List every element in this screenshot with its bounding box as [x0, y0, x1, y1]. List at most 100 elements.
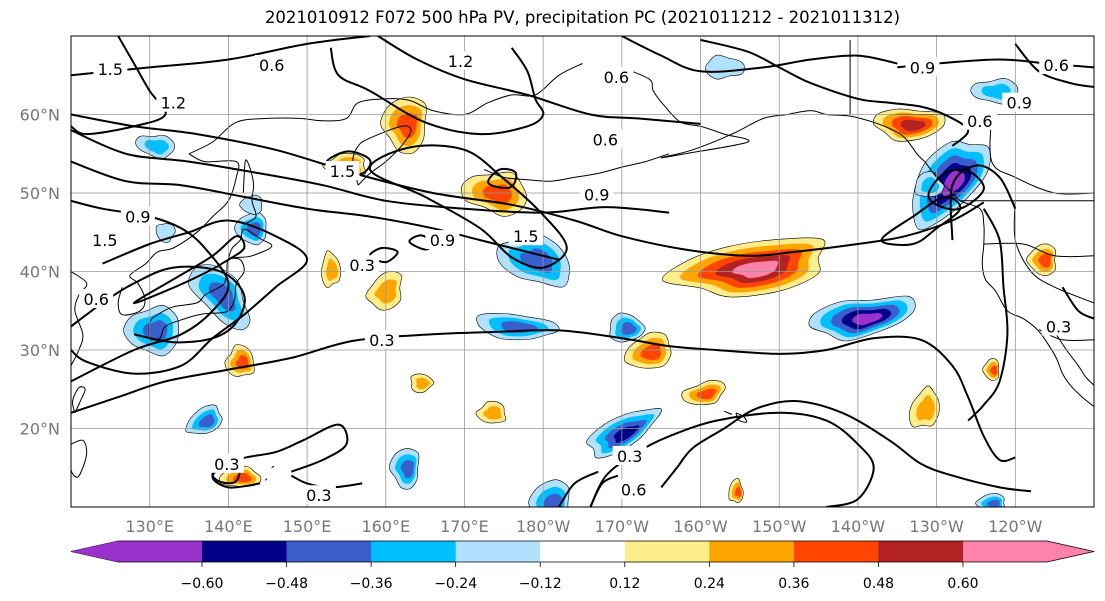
- pv-contour-line: [329, 47, 545, 136]
- precip-region: [483, 406, 502, 420]
- contour-label-background: [508, 226, 543, 246]
- contour-label: 0.6: [1044, 56, 1069, 75]
- contour-label: 0.9: [430, 231, 455, 250]
- contour-label-background: [87, 230, 122, 250]
- coastline-segment: [621, 66, 926, 162]
- contour-label: 0.6: [259, 56, 284, 75]
- pv-contour-line: [377, 36, 701, 125]
- contour-label: 0.6: [621, 481, 646, 500]
- colorbar-tick-label: 0.36: [778, 576, 809, 592]
- longitude-label: 160°E: [361, 517, 410, 536]
- contour-label-background: [425, 230, 460, 250]
- colorbar-max-extension: [1047, 541, 1094, 562]
- precip-region: [416, 377, 431, 390]
- contour-label: 1.5: [330, 162, 355, 181]
- precip-region: [326, 258, 338, 282]
- longitude-label: 140°E: [204, 517, 253, 536]
- precip-region: [198, 414, 215, 428]
- precip-region: [705, 54, 746, 80]
- pv-contour-line: [71, 160, 560, 261]
- colorbar-segment: [118, 541, 202, 562]
- contour-label-background: [443, 51, 478, 71]
- pv-contour-line: [558, 470, 599, 507]
- coastline-segment: [71, 271, 88, 367]
- pv-contour-line: [880, 195, 962, 246]
- colorbar-tick-label: 0.60: [947, 576, 978, 592]
- coastline-segment: [264, 478, 268, 481]
- contour-label-background: [254, 55, 289, 75]
- precip-region: [735, 486, 742, 498]
- contour-label: 0.6: [967, 112, 992, 131]
- contour-label-background: [616, 479, 651, 499]
- longitude-label: 150°E: [283, 517, 332, 536]
- precip-region: [400, 460, 414, 479]
- contour-label-background: [345, 255, 380, 275]
- contour-label-background: [579, 184, 614, 204]
- coastline-segment: [117, 153, 240, 316]
- longitude-label: 160°W: [673, 517, 728, 536]
- latitude-label: 60°N: [20, 106, 60, 125]
- pv-contour-line: [589, 474, 619, 507]
- coastline-segment: [242, 159, 257, 225]
- precip-region: [482, 184, 512, 205]
- contour-label: 1.5: [92, 231, 117, 250]
- contour-label: 0.6: [83, 290, 108, 309]
- precip-region: [620, 322, 637, 335]
- colorbar-tick-label: −0.24: [434, 576, 477, 592]
- pv-contour-line: [71, 129, 670, 214]
- coastline-segment: [989, 114, 1094, 195]
- colorbar-segment: [878, 541, 964, 562]
- map-area: 1.5 0.6 1.2 0.6 0.9 0.6 1.2 0.9 0.6 0.6 1.5 0.9 0.9 1…: [71, 36, 1094, 507]
- contour-label: 0.6: [593, 131, 618, 150]
- contour-label: 1.2: [448, 52, 473, 71]
- longitude-label: 130°E: [125, 517, 174, 536]
- precip-region: [543, 493, 562, 507]
- coastline-segment: [271, 465, 275, 469]
- coastline-segment: [1055, 334, 1094, 386]
- coastline-segment: [983, 242, 1094, 258]
- contour-label: 0.9: [1007, 94, 1032, 113]
- pv-contour-line: [71, 329, 1016, 463]
- colorbar-tick-label: 0.48: [863, 576, 894, 592]
- precipitation-shading: [123, 54, 1057, 507]
- precip-region: [696, 388, 717, 400]
- contour-label-background: [962, 110, 997, 130]
- coastline-segment: [71, 439, 88, 478]
- pv-contour-line: [369, 246, 399, 264]
- pv-contour-line: [71, 36, 167, 136]
- pv-contour-line: [949, 164, 1017, 241]
- pv-contour-line: [967, 208, 1009, 422]
- precip-region: [640, 343, 662, 361]
- precip-region: [1037, 253, 1052, 268]
- contour-label-background: [1002, 92, 1037, 112]
- contour-label-background: [905, 57, 940, 77]
- pv-contour-line: [621, 36, 898, 73]
- longitude-label: 140°W: [831, 517, 886, 536]
- colorbar-min-tip: [71, 541, 118, 562]
- colorbar: −0.60 −0.48 −0.36 −0.24 −0.12 0.12 0.24 0.36 0.4…: [70, 540, 1095, 592]
- colorbar-segment: [540, 541, 626, 562]
- contour-label-background: [156, 92, 191, 112]
- pv-contour-line: [487, 167, 518, 189]
- pv-contour-line: [660, 399, 1032, 493]
- contour-label-background: [588, 129, 623, 149]
- contour-label-background: [364, 329, 399, 349]
- colorbar-segment: [286, 541, 372, 562]
- colorbar-tick-label: −0.48: [265, 576, 308, 592]
- colorbar-tick-label: −0.60: [181, 576, 224, 592]
- colorbar-segment: [202, 541, 288, 562]
- pv-contour-line: [368, 144, 568, 269]
- contour-label: 0.3: [1046, 317, 1071, 336]
- map-frame: [70, 35, 1095, 508]
- colorbar-segment: [455, 541, 541, 562]
- contour-label: 1.2: [161, 94, 186, 113]
- contour-label: 0.9: [125, 208, 150, 227]
- latitude-labels: 60°N 50°N 40°N 30°N 20°N: [20, 106, 60, 439]
- contour-label-background: [120, 206, 155, 226]
- pv-contours: [71, 36, 1094, 507]
- colorbar-segment: [624, 541, 710, 562]
- colorbar-segment: [371, 541, 457, 562]
- colorbar-tick-label: 0.12: [609, 576, 640, 592]
- precip-region: [900, 119, 926, 132]
